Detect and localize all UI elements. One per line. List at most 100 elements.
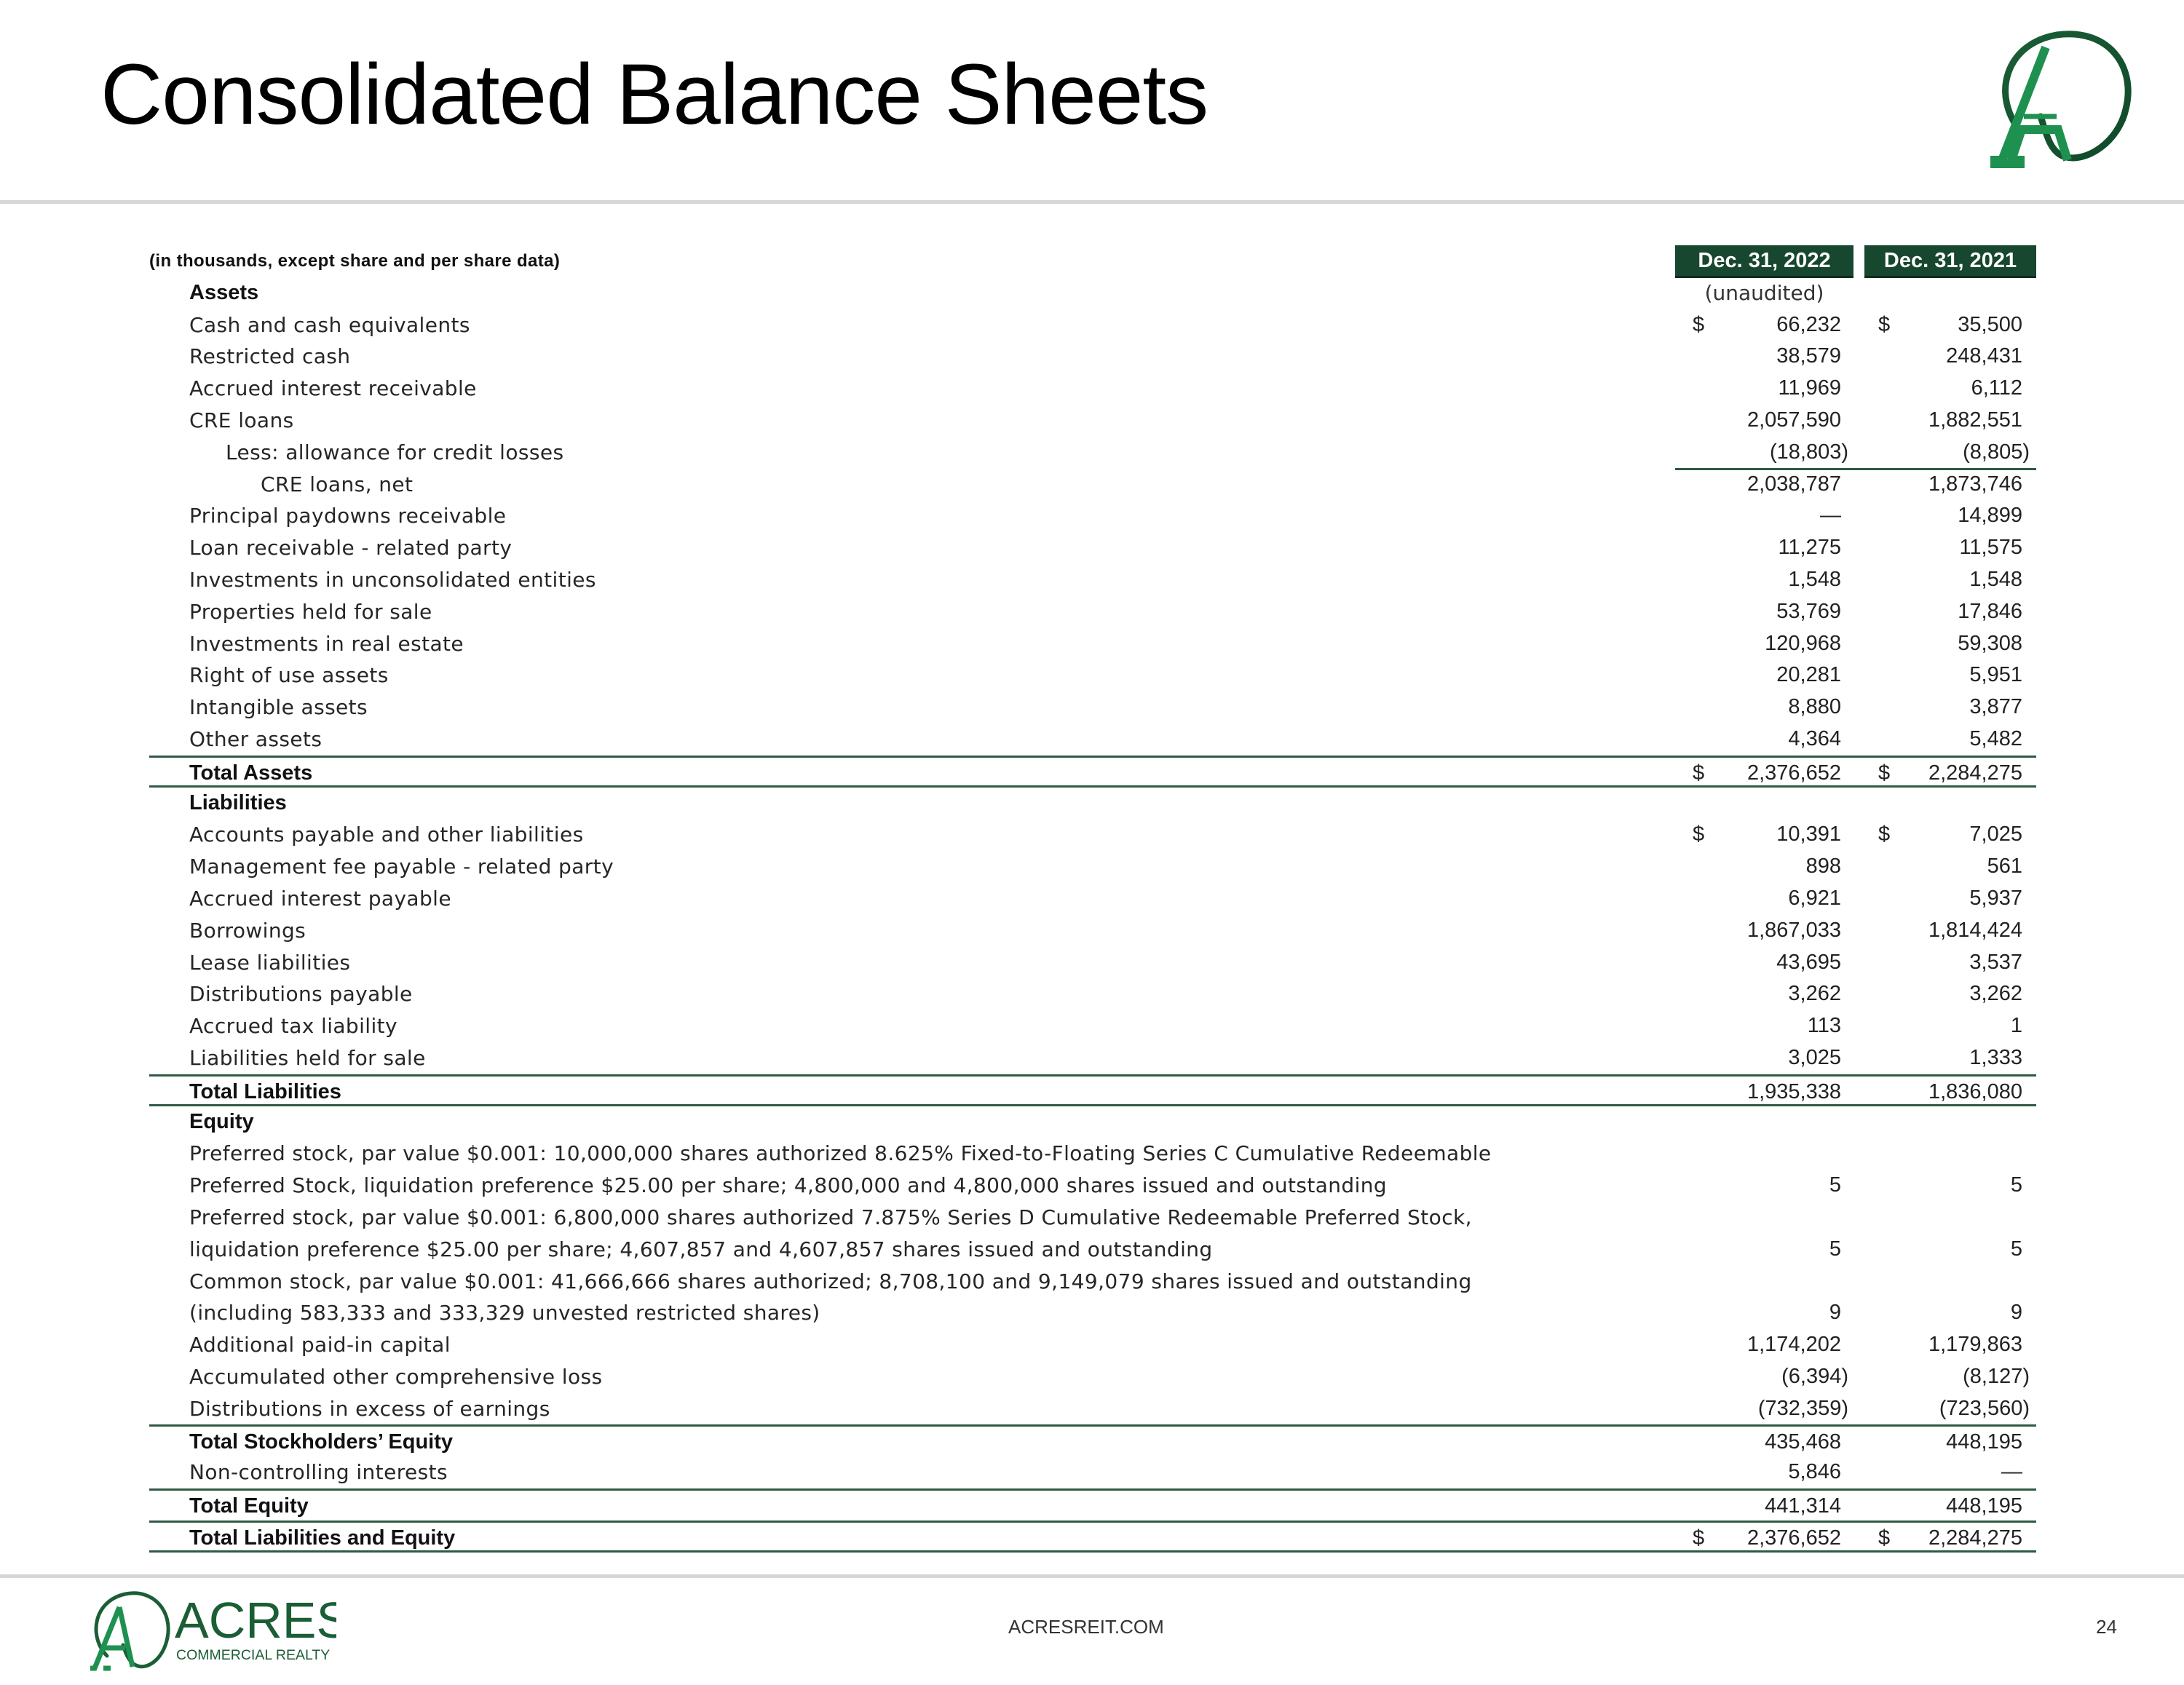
brand-tagline: COMMERCIAL REALTY bbox=[176, 1647, 330, 1663]
row-label: Accrued interest receivable bbox=[189, 376, 477, 401]
value-2021: 5,482 bbox=[1969, 726, 2022, 750]
table-row: Assets (unaudited) bbox=[149, 277, 2036, 309]
row-label: Equity bbox=[189, 1109, 254, 1133]
table-row: (including 583,333 and 333,329 unvested … bbox=[149, 1297, 2036, 1329]
value-2021: 248,431 bbox=[1946, 344, 2022, 368]
row-label: Restricted cash bbox=[189, 344, 351, 369]
subtotal-rule bbox=[1675, 467, 2036, 470]
row-label: Distributions in excess of earnings bbox=[189, 1396, 550, 1421]
value-2021: 1 bbox=[2010, 1014, 2022, 1038]
table-row: Equity bbox=[149, 1106, 2036, 1138]
value-2022: (18,803) bbox=[1769, 440, 1848, 464]
value-2021: 1,882,551 bbox=[1928, 408, 2022, 432]
row-label: Liabilities held for sale bbox=[189, 1045, 426, 1070]
row-label: Loan receivable - related party bbox=[189, 536, 513, 560]
value-2022: 5,846 bbox=[1788, 1460, 1841, 1484]
value-2022: — bbox=[1820, 504, 1841, 528]
table-row: Intangible assets 8,880 3,877 bbox=[149, 691, 2036, 723]
value-2022: 11,275 bbox=[1778, 536, 1841, 560]
table-row: Investments in real estate 120,968 59,308 bbox=[149, 628, 2036, 660]
page-title: Consolidated Balance Sheets bbox=[100, 47, 1208, 143]
row-label: Management fee payable - related party bbox=[189, 855, 614, 879]
row-label: Total Stockholders’ Equity bbox=[189, 1430, 454, 1454]
value-2022: 120,968 bbox=[1765, 631, 1841, 655]
value-2022: 5 bbox=[1829, 1173, 1841, 1197]
units-note: (in thousands, except share and per shar… bbox=[149, 251, 561, 271]
value-2022: 5 bbox=[1829, 1237, 1841, 1261]
row-label: CRE loans bbox=[189, 408, 294, 432]
footer-divider bbox=[0, 1574, 2184, 1578]
value-2022: 11,969 bbox=[1778, 376, 1841, 400]
row-label: Preferred Stock, liquidation preference … bbox=[189, 1173, 1388, 1198]
value-2021: 59,308 bbox=[1958, 631, 2022, 655]
value-2022: 3,025 bbox=[1788, 1045, 1841, 1069]
row-label: Additional paid-in capital bbox=[189, 1333, 451, 1357]
table-row: Properties held for sale 53,769 17,846 bbox=[149, 596, 2036, 628]
row-label: liquidation preference $25.00 per share;… bbox=[189, 1237, 1213, 1261]
value-2021: 2,284,275 bbox=[1928, 761, 2022, 785]
value-2021: 35,500 bbox=[1958, 312, 2022, 336]
table-row: Total Equity 441,314 448,195 bbox=[149, 1488, 2036, 1521]
value-2022: 53,769 bbox=[1776, 599, 1841, 623]
row-label: Less: allowance for credit losses bbox=[226, 440, 564, 464]
value-2021: 2,284,275 bbox=[1928, 1526, 2022, 1550]
value-2021: 448,195 bbox=[1946, 1430, 2022, 1454]
value-2021: 3,877 bbox=[1969, 695, 2022, 719]
currency-symbol: $ bbox=[1878, 1526, 1891, 1550]
row-label: Principal paydowns receivable bbox=[189, 504, 507, 528]
row-label: Preferred stock, par value $0.001: 10,00… bbox=[189, 1141, 1492, 1166]
row-label: Investments in unconsolidated entities bbox=[189, 567, 596, 592]
value-2021: 1,836,080 bbox=[1928, 1079, 2022, 1103]
table-row: Preferred stock, par value $0.001: 10,00… bbox=[149, 1138, 2036, 1170]
row-label: Assets bbox=[189, 280, 259, 304]
value-2022: 43,695 bbox=[1776, 950, 1841, 974]
table-row: Preferred stock, par value $0.001: 6,800… bbox=[149, 1202, 2036, 1234]
value-2022: 441,314 bbox=[1765, 1494, 1841, 1518]
value-2022: 38,579 bbox=[1776, 344, 1841, 368]
value-2022: 1,867,033 bbox=[1746, 918, 1841, 942]
column-header-2022: Dec. 31, 2022 bbox=[1675, 245, 1853, 278]
table-row: Distributions in excess of earnings (732,… bbox=[149, 1393, 2036, 1425]
value-2021: 561 bbox=[1987, 855, 2022, 879]
table-row: Investments in unconsolidated entities 1,… bbox=[149, 564, 2036, 596]
value-2021: 5 bbox=[2010, 1237, 2022, 1261]
value-2022: (732,359) bbox=[1757, 1396, 1848, 1420]
row-label: CRE loans, net bbox=[261, 472, 414, 496]
row-label: Right of use assets bbox=[189, 663, 389, 688]
value-2022: 1,174,202 bbox=[1746, 1333, 1841, 1357]
row-label: Accrued tax liability bbox=[189, 1014, 397, 1039]
page-number: 24 bbox=[2096, 1616, 2117, 1638]
value-2022: 3,262 bbox=[1788, 982, 1841, 1006]
value-2022: 898 bbox=[1805, 855, 1841, 879]
table-row: Accrued tax liability 113 1 bbox=[149, 1010, 2036, 1042]
table-row: Management fee payable - related party 89… bbox=[149, 851, 2036, 883]
value-2022: 6,921 bbox=[1788, 886, 1841, 910]
table-row: Lease liabilities 43,695 3,537 bbox=[149, 947, 2036, 979]
table-row: Total Liabilities and Equity $ $2,376,652 2… bbox=[149, 1520, 2036, 1553]
table-row: Other assets 4,364 5,482 bbox=[149, 723, 2036, 756]
table-row: Accounts payable and other liabilities $ $… bbox=[149, 819, 2036, 851]
column-subtitle: (unaudited) bbox=[1704, 280, 1824, 305]
row-label: Preferred stock, par value $0.001: 6,800… bbox=[189, 1205, 1472, 1229]
row-label: Borrowings bbox=[189, 918, 306, 943]
value-2021: 1,548 bbox=[1969, 567, 2022, 591]
value-2022: 1,548 bbox=[1788, 567, 1841, 591]
value-2021: 448,195 bbox=[1946, 1494, 2022, 1518]
table-row: CRE loans, net 2,038,787 1,873,746 bbox=[149, 469, 2036, 501]
value-2021: 14,899 bbox=[1958, 504, 2022, 528]
table-header-row: (in thousands, except share and per shar… bbox=[149, 245, 2036, 278]
brand-name: ACRES bbox=[175, 1592, 336, 1649]
table-row: Right of use assets 20,281 5,951 bbox=[149, 659, 2036, 691]
row-label: (including 583,333 and 333,329 unvested … bbox=[189, 1301, 820, 1325]
row-label: Accrued interest payable bbox=[189, 886, 451, 911]
value-2021: 5,951 bbox=[1969, 663, 2022, 687]
currency-symbol: $ bbox=[1693, 312, 1705, 336]
table-row: Accrued interest payable 6,921 5,937 bbox=[149, 883, 2036, 915]
row-label: Total Assets bbox=[189, 761, 313, 785]
table-row: Total Liabilities 1,935,338 1,836,080 bbox=[149, 1074, 2036, 1106]
currency-symbol: $ bbox=[1693, 761, 1705, 785]
value-2022: 20,281 bbox=[1776, 663, 1841, 687]
value-2022: 9 bbox=[1829, 1301, 1841, 1325]
value-2021: 1,873,746 bbox=[1928, 472, 2022, 496]
table-row: Less: allowance for credit losses (18,803… bbox=[149, 437, 2036, 470]
